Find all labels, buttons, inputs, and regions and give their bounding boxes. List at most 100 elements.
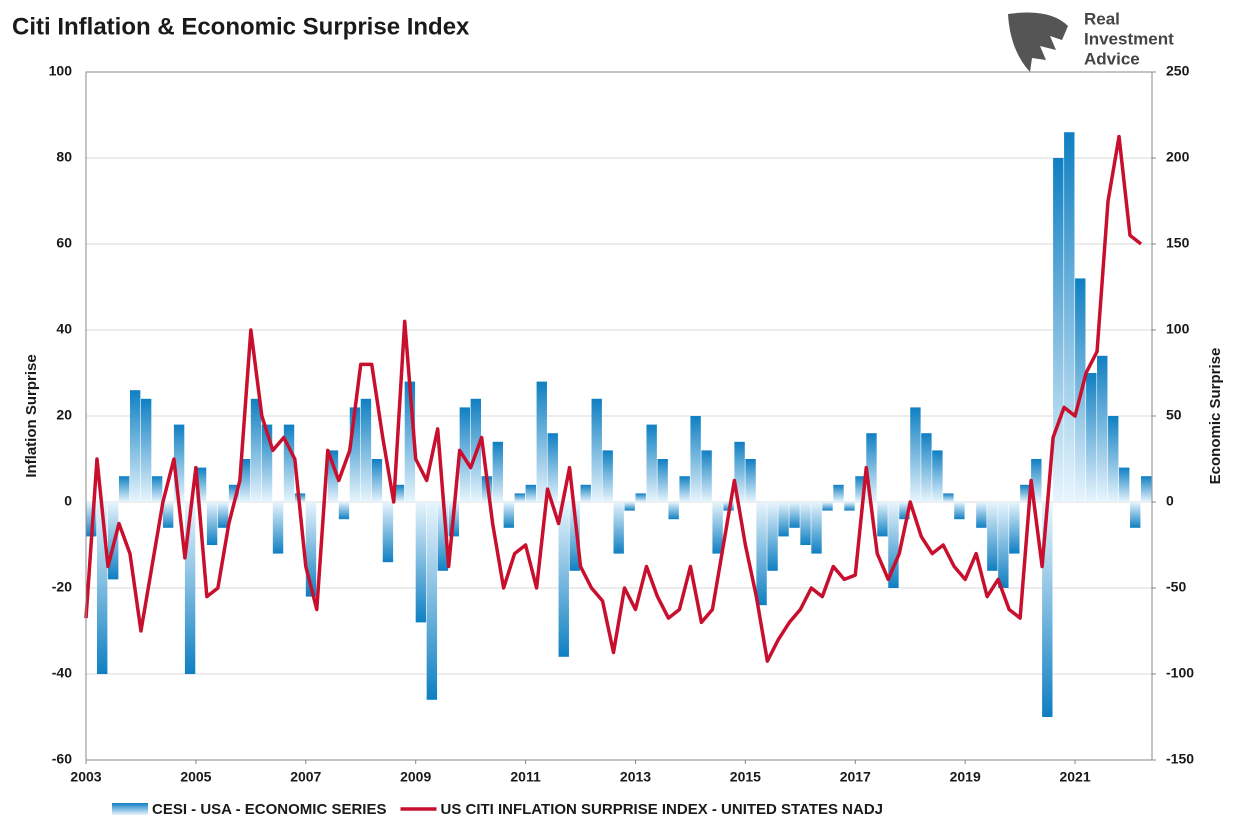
y2-tick-label: 0 [1166, 493, 1174, 509]
bar [767, 502, 778, 571]
brand: Real [1084, 9, 1120, 28]
bar [866, 433, 877, 502]
bar [910, 407, 921, 502]
bar [745, 459, 756, 502]
bar [327, 450, 339, 502]
y2-tick-label: 150 [1166, 235, 1190, 251]
bar [998, 502, 1009, 588]
bar [668, 502, 679, 520]
bar [250, 398, 262, 502]
bar [1042, 502, 1053, 717]
y2-tick-label: 200 [1166, 149, 1190, 165]
x-tick-label: 2021 [1059, 769, 1090, 785]
bar [624, 502, 635, 511]
bar [162, 502, 174, 528]
bar [833, 484, 844, 502]
y-tick-label: 40 [56, 321, 72, 337]
y2-tick-label: 50 [1166, 407, 1182, 423]
bar [426, 502, 438, 700]
bar [558, 502, 569, 657]
x-tick-label: 2009 [400, 769, 431, 785]
bar [1097, 355, 1108, 502]
bar [151, 476, 163, 502]
bar [954, 502, 965, 520]
logo: Real Investment Advice [1008, 9, 1174, 72]
bar [371, 459, 383, 502]
brand: Investment [1084, 29, 1174, 48]
bar [987, 502, 998, 571]
y-tick-label: 20 [56, 407, 72, 423]
bar [360, 398, 372, 502]
bar [800, 502, 811, 545]
bar [1119, 467, 1130, 502]
plot-frame [85, 71, 1153, 761]
bar [305, 502, 317, 597]
y-tick-label: -20 [52, 579, 72, 595]
bar [239, 459, 251, 502]
bar [525, 484, 536, 502]
bar [349, 407, 361, 502]
bar [173, 424, 185, 502]
y2-tick-label: -150 [1166, 751, 1194, 767]
bar [1031, 459, 1042, 502]
bar [1141, 476, 1152, 502]
x-tick-label: 2017 [840, 769, 871, 785]
y2-tick-label: 250 [1166, 63, 1190, 79]
line [84, 134, 1143, 663]
y-tick-label: 100 [49, 63, 73, 79]
bar [580, 484, 591, 502]
bar [932, 450, 943, 502]
legend-swatch [112, 803, 148, 815]
bar [459, 407, 471, 502]
bar [976, 502, 987, 528]
x-tick-label: 2007 [290, 769, 321, 785]
bar [129, 390, 141, 502]
bar [140, 398, 152, 502]
y-axis-label: Inflation Surprise [23, 354, 40, 477]
y2-tick-label: -50 [1166, 579, 1186, 595]
bar [591, 398, 602, 502]
bar [921, 433, 932, 502]
bar [899, 502, 910, 520]
bar [184, 502, 196, 674]
bar [877, 502, 888, 537]
brand: Advice [1084, 49, 1140, 68]
bar [756, 502, 767, 606]
bar [690, 416, 701, 502]
y-tick-label: -40 [52, 665, 72, 681]
y-tick-label: 80 [56, 149, 72, 165]
bar [195, 467, 207, 502]
bar [811, 502, 822, 554]
bar [1020, 484, 1031, 502]
bar [437, 502, 449, 571]
bar [261, 424, 273, 502]
bar [206, 502, 218, 545]
x-tick-label: 2015 [730, 769, 761, 785]
bar [492, 441, 504, 502]
bar [382, 502, 394, 563]
bar [789, 502, 800, 528]
bar [613, 502, 624, 554]
bar [217, 502, 229, 528]
bar [701, 450, 712, 502]
x-tick-label: 2005 [180, 769, 211, 785]
y-tick-label: -60 [52, 751, 72, 767]
y2-axis-label: Economic Surprise [1207, 348, 1224, 485]
bar [844, 502, 855, 511]
bar [283, 424, 295, 502]
bar [1009, 502, 1020, 554]
bar [118, 476, 130, 502]
bar [415, 502, 427, 623]
bar [536, 381, 547, 502]
bar [712, 502, 723, 554]
bar [514, 493, 525, 502]
bar [338, 502, 350, 520]
y2-tick-label: -100 [1166, 665, 1194, 681]
bar [602, 450, 613, 502]
bar [734, 441, 745, 502]
y-tick-label: 60 [56, 235, 72, 251]
bar [228, 484, 240, 502]
bar [1064, 132, 1075, 502]
